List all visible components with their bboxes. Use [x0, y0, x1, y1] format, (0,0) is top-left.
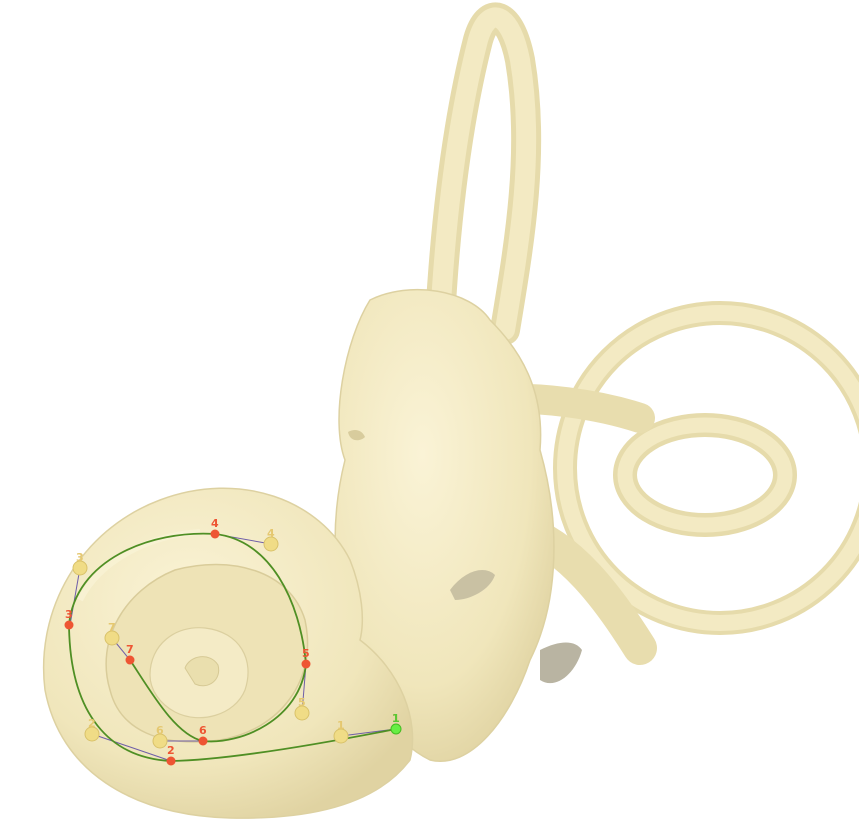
semicircular-canal-lateral [613, 413, 797, 537]
cochlea [42, 487, 414, 819]
red-marker[interactable]: 2 [166, 744, 176, 766]
yellow-marker-label: 2 [88, 717, 96, 730]
yellow-marker-label: 5 [298, 696, 306, 709]
yellow-marker[interactable]: 7 [104, 621, 120, 646]
yellow-marker[interactable]: 4 [263, 527, 279, 552]
red-marker[interactable]: 5 [301, 647, 311, 669]
yellow-marker-label: 7 [108, 621, 116, 634]
red-marker[interactable]: 3 [64, 608, 74, 630]
semicircular-canal-superior [425, 2, 542, 345]
semicircular-canal-posterior [553, 301, 859, 635]
red-marker-label: 1 [392, 712, 400, 725]
green-marker[interactable]: 1 [390, 712, 402, 735]
yellow-marker-label: 1 [337, 719, 345, 732]
yellow-marker-label: 3 [76, 551, 84, 564]
yellow-marker-label: 6 [156, 724, 164, 737]
red-marker-label: 7 [126, 643, 134, 656]
green-marker-label: 1 [392, 712, 400, 725]
yellow-markers: 1 2 3 4 5 6 7 [72, 527, 349, 749]
yellow-marker[interactable]: 6 [152, 724, 168, 749]
yellow-marker[interactable]: 2 [84, 717, 100, 742]
yellow-marker-label: 4 [267, 527, 275, 540]
red-marker[interactable]: 7 [125, 643, 135, 665]
cochlea-spiral-curve [68, 532, 397, 762]
yellow-marker[interactable]: 1 [333, 719, 349, 744]
red-markers: 1 2 3 4 5 6 7 [64, 517, 400, 766]
red-marker-label: 3 [65, 608, 73, 621]
yellow-marker[interactable]: 5 [294, 696, 310, 721]
yellow-marker[interactable]: 3 [72, 551, 88, 576]
red-marker-label: 6 [199, 724, 207, 737]
red-marker-label: 5 [302, 647, 310, 660]
vestibule [334, 288, 582, 763]
red-marker[interactable]: 6 [198, 724, 208, 746]
red-marker-label: 2 [167, 744, 175, 757]
red-marker[interactable]: 4 [210, 517, 220, 539]
red-marker-label: 4 [211, 517, 219, 530]
red-marker[interactable]: 1 [392, 712, 400, 725]
